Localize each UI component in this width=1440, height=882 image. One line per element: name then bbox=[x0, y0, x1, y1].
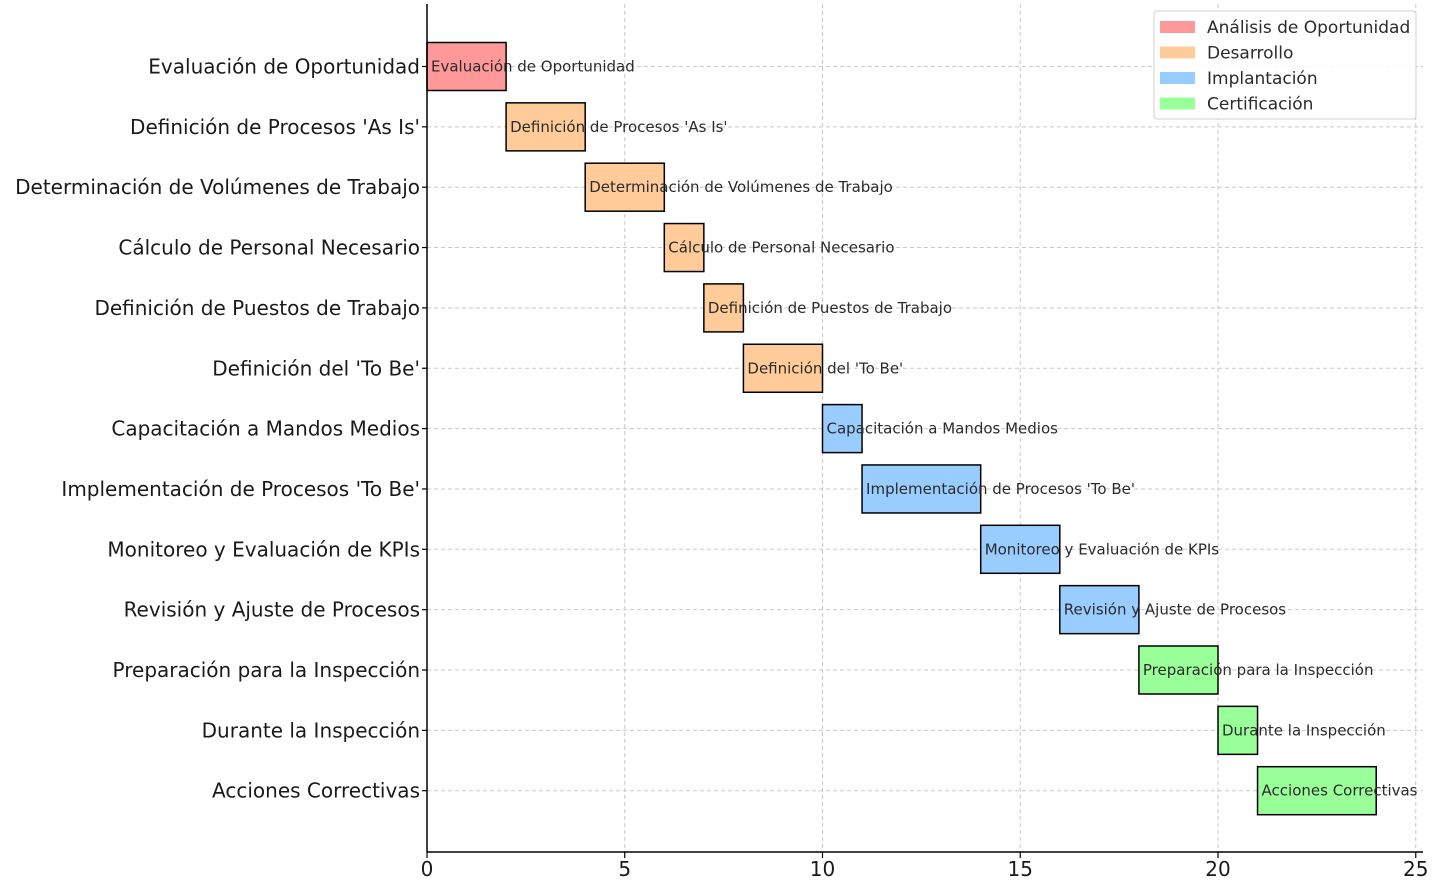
bar-label: Definición del 'To Be' bbox=[747, 359, 903, 377]
gantt-bar bbox=[821, 403, 863, 454]
legend-box bbox=[1153, 10, 1417, 120]
bar-label: Definición de Puestos de Trabajo bbox=[708, 299, 952, 317]
task-label: Definición de Puestos de Trabajo bbox=[94, 296, 420, 320]
legend-swatch bbox=[1160, 72, 1195, 84]
gantt-bar bbox=[663, 222, 705, 273]
gantt-bar bbox=[505, 102, 586, 152]
task-label: Determinación de Volúmenes de Trabajo bbox=[15, 175, 420, 199]
task-label: Implementación de Procesos 'To Be' bbox=[61, 477, 420, 501]
task-label: Preparación para la Inspección bbox=[113, 658, 420, 682]
gantt-bar bbox=[703, 283, 745, 333]
legend: Análisis de Oportunidad Desarrollo Implant… bbox=[1153, 10, 1417, 120]
legend-label: Implantación bbox=[1207, 69, 1318, 89]
x-tick-label: 5 bbox=[618, 857, 631, 881]
legend-swatch bbox=[1160, 21, 1195, 33]
ticks-layer: 0 5 10 15 20 25 bbox=[421, 852, 1428, 881]
bars-layer bbox=[426, 41, 1377, 816]
bar-label: Cálculo de Personal Necesario bbox=[668, 239, 894, 257]
gantt-bar bbox=[1138, 645, 1219, 695]
task-label: Durante la Inspección bbox=[202, 718, 420, 742]
task-label: Definición del 'To Be' bbox=[212, 356, 420, 380]
x-tick-label: 25 bbox=[1403, 857, 1428, 881]
task-label: Capacitación a Mandos Medios bbox=[111, 417, 420, 441]
gantt-bar bbox=[426, 41, 507, 92]
axes-layer bbox=[422, 4, 1423, 853]
x-tick-label: 15 bbox=[1008, 857, 1033, 881]
task-label: Monitoreo y Evaluación de KPIs bbox=[107, 537, 420, 561]
bar-label: Preparación para la Inspección bbox=[1143, 661, 1374, 679]
bar-label: Capacitación a Mandos Medios bbox=[827, 420, 1059, 438]
x-tick-label: 20 bbox=[1205, 857, 1230, 881]
legend-label: Desarrollo bbox=[1207, 44, 1293, 64]
bar-label: Durante la Inspección bbox=[1222, 721, 1386, 739]
gantt-bar bbox=[1059, 584, 1140, 635]
x-tick-label: 10 bbox=[810, 857, 835, 881]
gantt-bar bbox=[584, 162, 666, 212]
task-label: Cálculo de Personal Necesario bbox=[118, 236, 420, 260]
gantt-bar bbox=[861, 464, 982, 514]
task-label: Revisión y Ajuste de Procesos bbox=[124, 598, 420, 622]
task-label: Definición de Procesos 'As Is' bbox=[130, 115, 420, 139]
gantt-bar bbox=[1256, 765, 1377, 816]
legend-swatch bbox=[1160, 97, 1195, 110]
bar-label: Definición de Procesos 'As Is' bbox=[510, 118, 727, 136]
task-label: Acciones Correctivas bbox=[212, 779, 420, 803]
bar-label: Acciones Correctivas bbox=[1262, 782, 1418, 800]
legend-label: Análisis de Oportunidad bbox=[1207, 18, 1410, 38]
legend-label: Certificación bbox=[1207, 95, 1313, 115]
bar-labels-layer: Evaluación de Oportunidad Definición de P… bbox=[431, 58, 1418, 800]
bar-label: Evaluación de Oportunidad bbox=[431, 58, 635, 76]
x-tick-label: 0 bbox=[421, 857, 434, 881]
legend-swatch bbox=[1160, 46, 1195, 59]
bar-label: Monitoreo y Evaluación de KPIs bbox=[985, 540, 1220, 558]
bar-label: Implementación de Procesos 'To Be' bbox=[866, 480, 1135, 498]
task-labels-layer: Evaluación de Oportunidad Definición de P… bbox=[15, 55, 420, 803]
bar-label: Revisión y Ajuste de Procesos bbox=[1064, 601, 1287, 619]
gantt-bar bbox=[979, 524, 1061, 575]
gantt-bar bbox=[1217, 705, 1259, 756]
bar-label: Determinación de Volúmenes de Trabajo bbox=[589, 178, 893, 196]
gantt-bar bbox=[742, 343, 824, 393]
task-label: Evaluación de Oportunidad bbox=[148, 55, 420, 79]
